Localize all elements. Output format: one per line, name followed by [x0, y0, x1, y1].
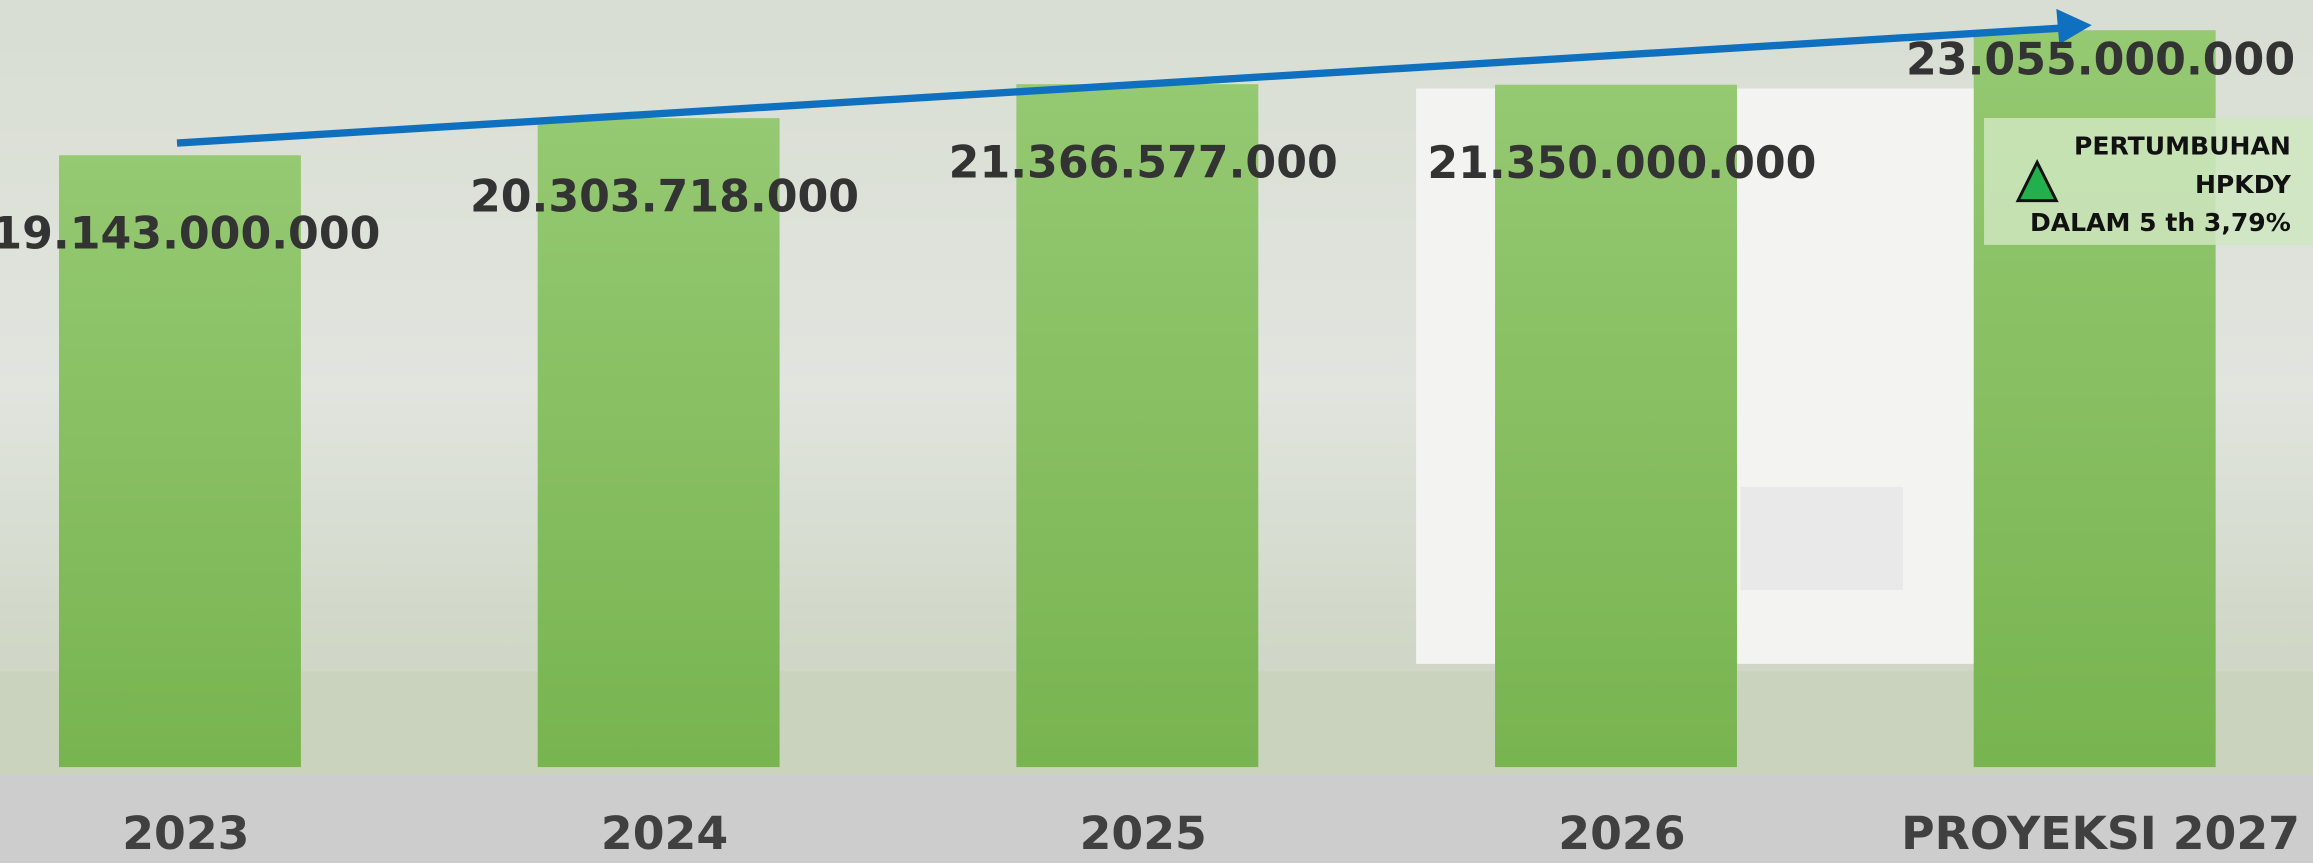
x-tick-label: 2023 — [122, 807, 249, 860]
x-tick-label: 2025 — [1080, 807, 1207, 860]
value-label: 21.350.000.000 — [1427, 138, 1816, 189]
chart: PERTUMBUHAN HPKDY DALAM 5 th 3,79% 2023 1… — [0, 0, 2313, 863]
value-label: 23.055.000.000 — [1906, 35, 2295, 86]
x-tick-label: 2024 — [601, 807, 728, 860]
annotation-line: DALAM 5 th 3,79% — [2030, 208, 2291, 237]
value-label: 20.303.718.000 — [470, 171, 859, 222]
value-label: 21.366.577.000 — [949, 137, 1338, 188]
annotation-line: HPKDY — [2195, 170, 2292, 199]
value-label: 19.143.000.000 — [0, 208, 380, 259]
x-tick-label: PROYEKSI 2027 — [1901, 807, 2300, 860]
x-tick-label: 2026 — [1558, 807, 1685, 860]
annotation-line: PERTUMBUHAN — [2074, 132, 2291, 161]
page: {"chart_data": {"type": "bar", "categori… — [0, 0, 2313, 863]
